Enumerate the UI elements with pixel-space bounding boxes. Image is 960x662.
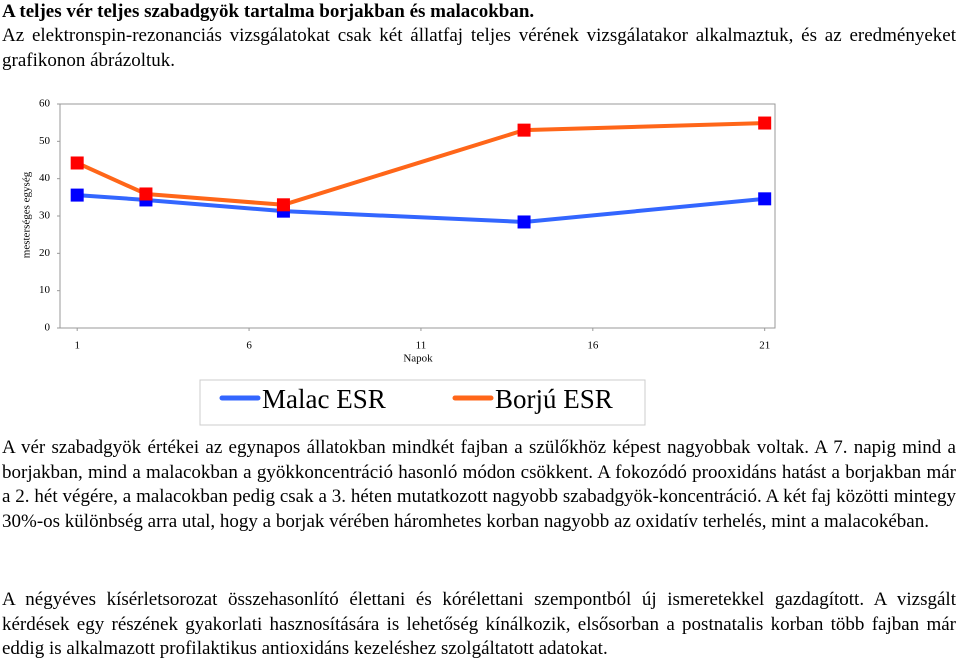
point-marker [517, 123, 531, 137]
legend-box [199, 379, 646, 426]
point-marker [758, 192, 772, 206]
series-line [76, 121, 765, 207]
point-marker [517, 215, 531, 229]
paragraph: A vér szabadgyök értékei az egynapos áll… [2, 437, 956, 532]
y-tick-label: 10 [39, 284, 51, 296]
point-marker [139, 187, 153, 201]
legend-label: Borjú ESR [495, 384, 613, 414]
y-tick-label: 60 [39, 98, 51, 110]
paragraph: Az elektronspin-rezonanciás vizsgálatoka… [2, 25, 956, 71]
x-tick-label: 6 [246, 340, 252, 352]
series-line [77, 193, 765, 224]
y-axis-label: mesterséges egység [21, 171, 33, 258]
title: A teljes vér teljes szabadgyök tartalma … [2, 1, 535, 22]
point-marker [758, 116, 772, 130]
x-axis-label: Napok [403, 353, 433, 365]
paragraph: A négyéves kísérletsorozat összehasonlít… [2, 589, 956, 659]
y-tick-label: 20 [39, 247, 51, 259]
y-tick-label: 50 [39, 135, 51, 147]
y-tick-label: 40 [39, 172, 51, 184]
point-marker [276, 198, 290, 212]
point-marker [70, 156, 84, 170]
legend-label: Malac ESR [262, 384, 386, 414]
x-tick-label: 16 [587, 340, 599, 352]
y-tick-label: 30 [39, 210, 51, 222]
y-tick-label: 0 [45, 322, 51, 334]
point-marker [70, 188, 84, 202]
x-tick-label: 1 [74, 340, 80, 352]
x-tick-label: 21 [759, 340, 770, 352]
x-tick-label: 11 [416, 340, 427, 352]
